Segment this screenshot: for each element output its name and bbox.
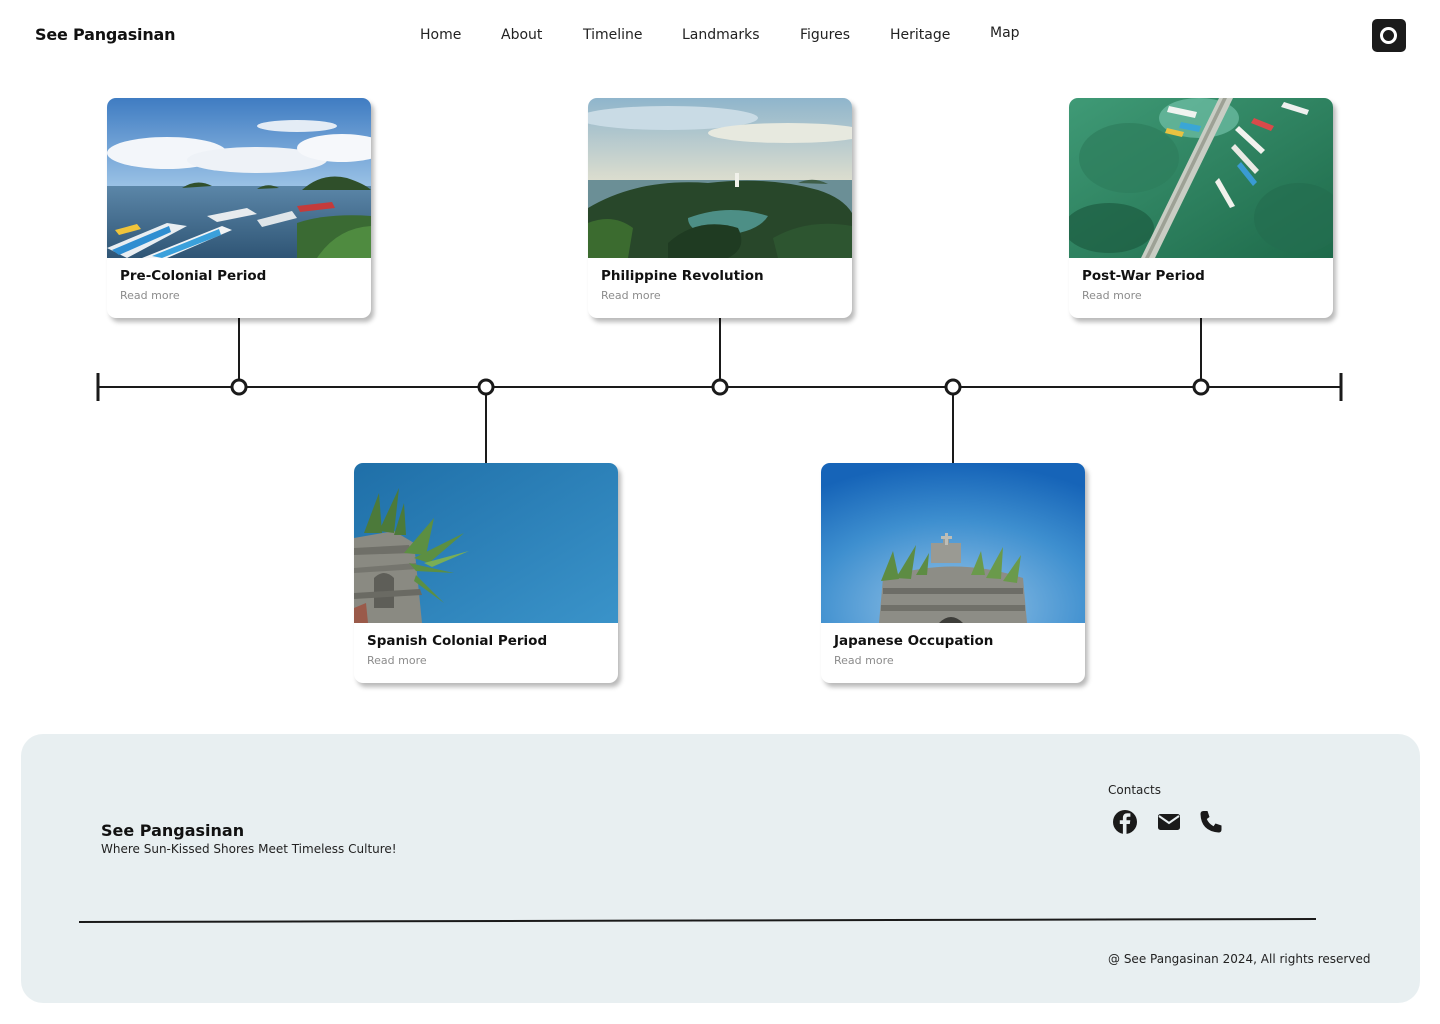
timeline-card-pre-colonial[interactable]: Pre-Colonial Period Read more: [107, 98, 371, 318]
timeline-node[interactable]: [230, 378, 248, 396]
timeline-card-spanish-colonial[interactable]: Spanish Colonial Period Read more: [354, 463, 618, 683]
card-title: Pre-Colonial Period: [120, 268, 267, 284]
site-footer: See Pangasinan Where Sun-Kissed Shores M…: [21, 734, 1420, 1003]
footer-brand: See Pangasinan: [101, 821, 245, 840]
site-brand[interactable]: See Pangasinan: [35, 25, 176, 44]
timeline-card-post-war[interactable]: Post-War Period Read more: [1069, 98, 1333, 318]
sea-with-boats-and-islets-photo: [107, 98, 371, 258]
timeline-node[interactable]: [711, 378, 729, 396]
read-more-link[interactable]: Read more: [1082, 289, 1142, 302]
record-circle-icon[interactable]: [1372, 19, 1406, 52]
timeline-card-philippine-revolution[interactable]: Philippine Revolution Read more: [588, 98, 852, 318]
nav-timeline[interactable]: Timeline: [583, 27, 643, 43]
nav-figures[interactable]: Figures: [800, 27, 851, 43]
read-more-link[interactable]: Read more: [120, 289, 180, 302]
nav-landmarks[interactable]: Landmarks: [682, 27, 760, 43]
copyright-text: @ See Pangasinan 2024, All rights reserv…: [1108, 952, 1371, 966]
church-belfry-against-blue-sky-photo: [821, 463, 1085, 623]
facebook-icon[interactable]: [1111, 808, 1139, 836]
read-more-link[interactable]: Read more: [834, 654, 894, 667]
card-title: Spanish Colonial Period: [367, 633, 548, 649]
timeline-node[interactable]: [1192, 378, 1210, 396]
green-islands-with-lighthouse-photo: [588, 98, 852, 258]
main-nav: Home About Timeline Landmarks Figures He…: [0, 25, 1440, 47]
contacts-label: Contacts: [1108, 783, 1161, 797]
mail-icon[interactable]: [1155, 808, 1183, 836]
nav-heritage[interactable]: Heritage: [890, 27, 951, 43]
read-more-link[interactable]: Read more: [601, 289, 661, 302]
old-church-ruin-against-blue-sky-photo: [354, 463, 618, 623]
nav-about[interactable]: About: [501, 27, 543, 43]
nav-map[interactable]: Map: [990, 25, 1020, 41]
aerial-pier-with-boats-photo: [1069, 98, 1333, 258]
card-title: Japanese Occupation: [834, 633, 994, 649]
footer-tagline: Where Sun-Kissed Shores Meet Timeless Cu…: [101, 842, 397, 856]
card-title: Philippine Revolution: [601, 268, 764, 284]
phone-icon[interactable]: [1197, 808, 1225, 836]
timeline-node[interactable]: [944, 378, 962, 396]
footer-divider: [79, 918, 1317, 923]
timeline-node[interactable]: [477, 378, 495, 396]
card-title: Post-War Period: [1082, 268, 1205, 284]
read-more-link[interactable]: Read more: [367, 654, 427, 667]
nav-home[interactable]: Home: [420, 27, 462, 43]
timeline-card-japanese-occupation[interactable]: Japanese Occupation Read more: [821, 463, 1085, 683]
